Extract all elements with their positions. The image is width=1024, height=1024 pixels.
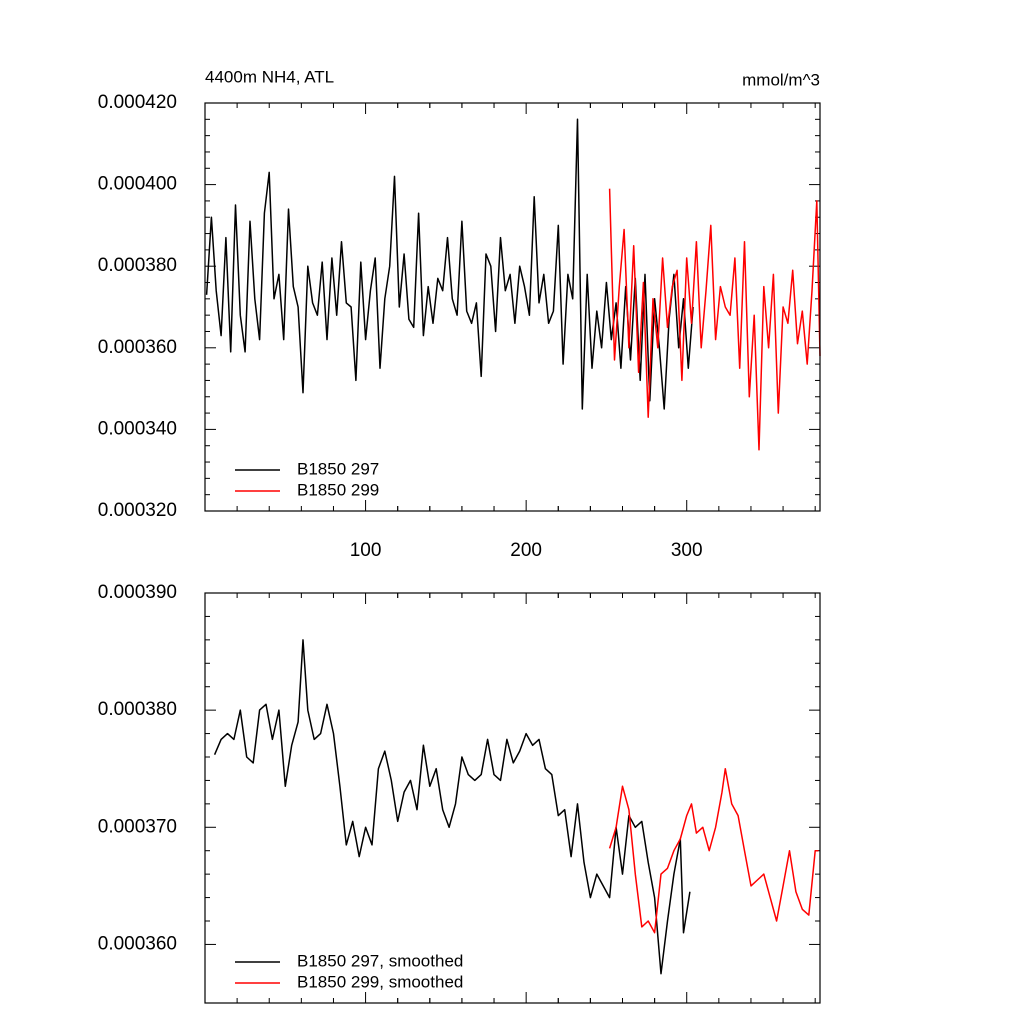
y-tick-label: 0.000360 — [98, 337, 177, 358]
legend-label: B1850 297, smoothed — [297, 951, 463, 970]
series-line — [205, 118, 694, 410]
legend-label: B1850 299, smoothed — [297, 972, 463, 991]
y-tick-label: 0.000370 — [98, 816, 177, 837]
series-line — [213, 639, 691, 975]
y-tick-label: 0.000340 — [98, 418, 177, 439]
plot-frame — [204, 102, 821, 512]
x-tick-label: 200 — [510, 540, 542, 561]
legend-label: B1850 297 — [297, 459, 379, 478]
y-tick-label: 0.000380 — [98, 699, 177, 720]
series-line — [608, 188, 821, 451]
y-tick-label: 0.000380 — [98, 255, 177, 276]
y-tick-label: 0.000420 — [98, 92, 177, 113]
y-tick-label: 0.000360 — [98, 933, 177, 954]
y-tick-label: 0.000400 — [98, 174, 177, 195]
x-tick-label: 100 — [350, 540, 382, 561]
series-line — [608, 767, 819, 934]
chart-title: 4400m NH4, ATL — [205, 67, 334, 86]
units-label: mmol/m^3 — [742, 70, 820, 89]
y-tick-label: 0.000390 — [98, 582, 177, 603]
x-tick-label: 300 — [671, 540, 703, 561]
legend-label: B1850 299 — [297, 480, 379, 499]
y-tick-label: 0.000320 — [98, 500, 177, 521]
plot-frame — [204, 592, 821, 1004]
